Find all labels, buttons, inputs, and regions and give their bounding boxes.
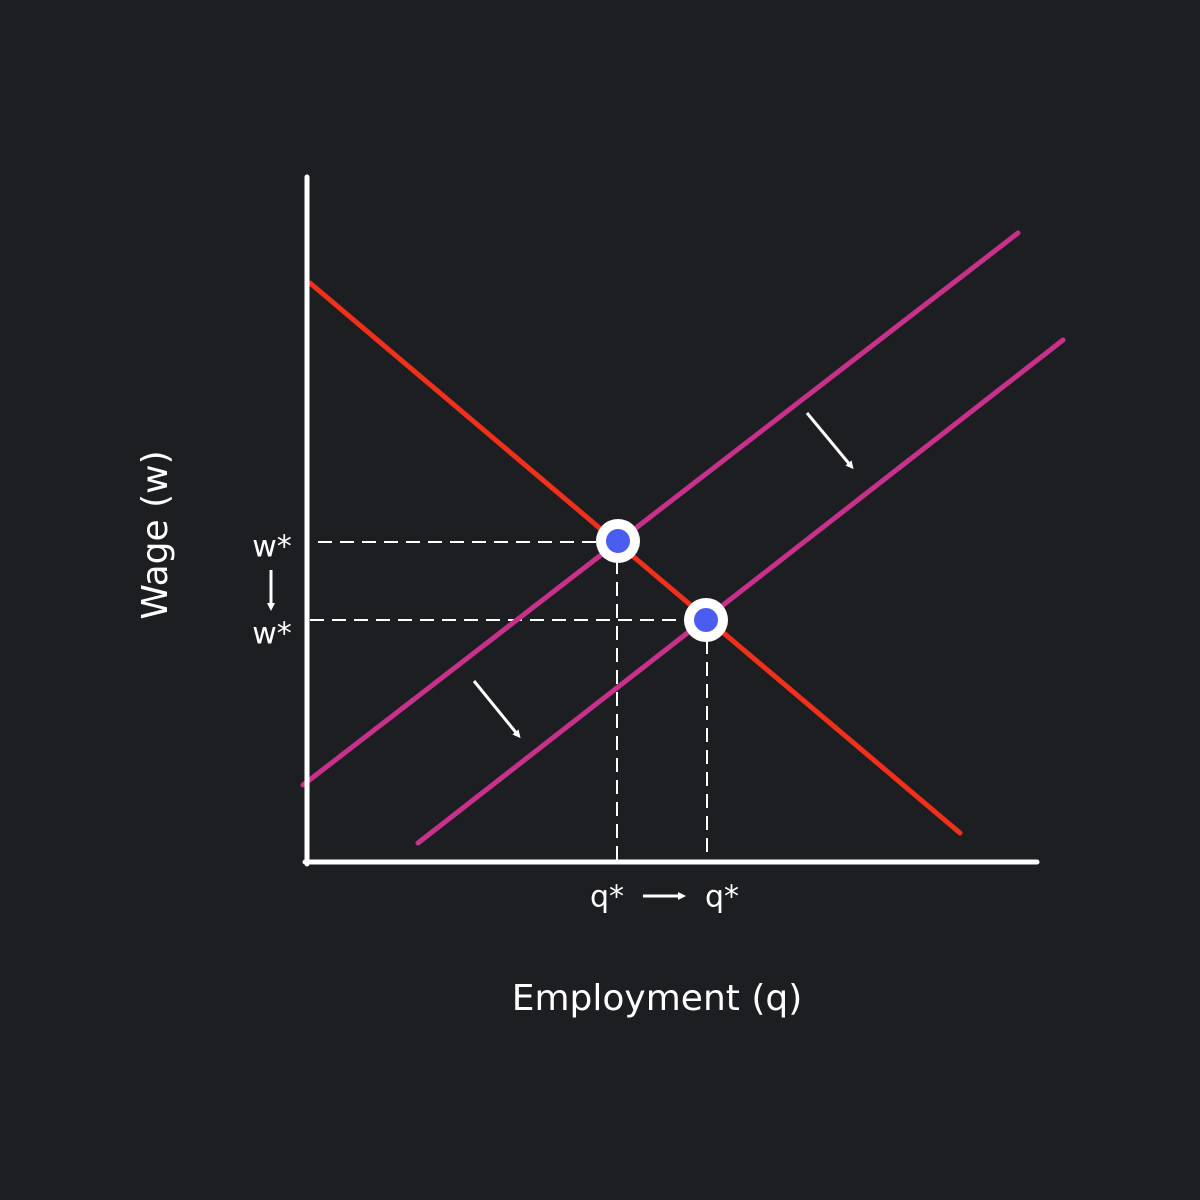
shift-arrow	[472, 680, 521, 739]
supply-curve	[415, 337, 1066, 846]
shift-arrows	[267, 412, 854, 900]
shift-arrow	[805, 412, 854, 470]
demand-curve	[307, 280, 963, 836]
y-tick-label: w*	[252, 530, 292, 565]
point-dot	[694, 608, 718, 632]
guide-lines	[310, 541, 708, 860]
x-tick-label: q*	[705, 880, 739, 915]
y-tick-label: w*	[252, 617, 292, 652]
equilibrium-point	[596, 519, 640, 563]
point-dot	[606, 529, 630, 553]
supply-curve	[300, 230, 1021, 788]
x-axis-label: Employment (q)	[512, 978, 803, 1019]
x-tick-label: q*	[590, 880, 624, 915]
equilibrium-point	[684, 598, 728, 642]
y-axis-label: Wage (w)	[135, 450, 176, 619]
